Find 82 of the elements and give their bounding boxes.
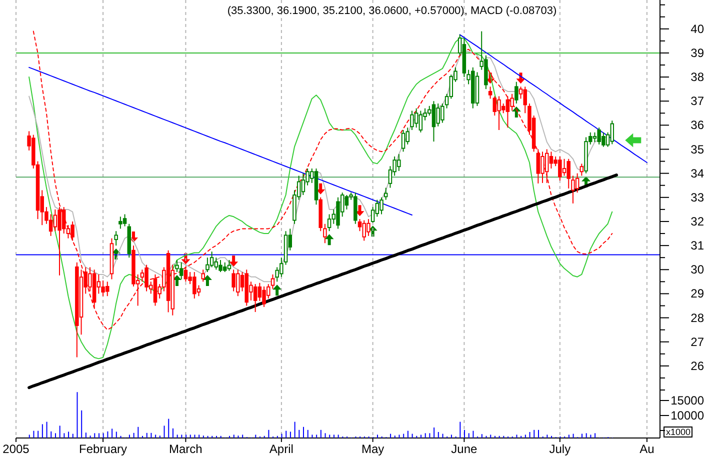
candlestick — [610, 120, 614, 145]
y-tick-label: 33 — [690, 190, 704, 204]
candlestick — [510, 93, 514, 112]
y-tick-label: 32 — [690, 214, 704, 228]
y-tick-label: 15000 — [670, 394, 704, 408]
candlestick — [210, 251, 214, 268]
y-tick-label: 10000 — [670, 408, 704, 422]
y-tick-label: 36 — [690, 118, 704, 132]
y-tick-label: 39 — [690, 46, 704, 60]
candlestick — [562, 158, 566, 176]
candlestick — [344, 194, 349, 210]
candlestick — [575, 172, 580, 194]
candlestick — [323, 223, 327, 244]
y-tick-label: 29 — [690, 286, 704, 301]
candlestick — [114, 230, 118, 246]
y-tick-label: 28 — [690, 310, 704, 325]
y-tick-label: 27 — [690, 334, 704, 349]
candlestick — [432, 100, 436, 142]
candlestick — [179, 262, 184, 280]
candlestick — [58, 206, 62, 276]
y-tick-label: 26 — [690, 358, 704, 373]
candlestick — [536, 148, 540, 184]
candlestick — [418, 110, 423, 133]
candlestick — [488, 86, 492, 100]
candlestick — [201, 269, 205, 282]
y-tick-label: 40 — [690, 22, 704, 36]
candlestick — [410, 110, 414, 130]
candlestick — [370, 206, 375, 224]
y-tick-label: 34 — [690, 166, 704, 180]
x-tick-label: 2005 — [2, 442, 30, 456]
candlestick — [384, 187, 388, 200]
y-tick-label: 30 — [690, 262, 704, 277]
candlestick — [514, 81, 518, 104]
line-series — [28, 174, 618, 390]
candlestick — [62, 206, 66, 234]
candlestick — [401, 130, 406, 152]
candlestick — [571, 175, 575, 204]
candlestick — [380, 196, 384, 215]
y-tick-label: 38 — [690, 70, 704, 84]
candlestick — [497, 96, 501, 130]
candlestick — [214, 257, 218, 270]
candlestick — [53, 208, 58, 232]
candlestick — [222, 262, 227, 273]
candlestick — [70, 220, 74, 242]
candlestick — [549, 151, 554, 170]
x-tick-label: February — [79, 442, 128, 456]
chart-title: (35.3300, 36.1900, 35.2100, 36.0600, +0.57000), MACD (-0.08703) — [227, 5, 557, 17]
candlestick — [592, 132, 597, 143]
x-tick-label: June — [451, 442, 478, 456]
candlestick — [48, 214, 53, 236]
candlestick — [540, 151, 544, 184]
y-tick-label: 31 — [690, 238, 704, 253]
x-tick-label: July — [549, 442, 571, 456]
candlestick — [227, 260, 232, 272]
y-tick-label: 35 — [690, 142, 704, 156]
candlestick — [506, 96, 510, 128]
x-tick-label: Au — [640, 442, 654, 456]
candlestick — [566, 158, 570, 189]
candlestick — [118, 216, 122, 230]
candlestick — [414, 108, 418, 128]
x-tick-label: April — [269, 442, 294, 456]
candlestick — [501, 103, 506, 114]
candlestick — [544, 148, 549, 184]
candlestick — [218, 260, 222, 273]
text: x1000 — [666, 427, 691, 437]
candlestick — [253, 284, 258, 312]
line-series — [28, 66, 412, 216]
line-series — [459, 34, 648, 163]
candlestick — [336, 196, 340, 230]
x-tick-label: March — [169, 442, 202, 456]
candlestick — [301, 172, 306, 196]
y-tick-label: 37 — [690, 94, 704, 108]
candlestick — [206, 257, 210, 273]
candlestick — [175, 260, 179, 273]
candlestick — [258, 282, 262, 302]
candlestick — [153, 274, 158, 306]
candlestick — [492, 96, 497, 116]
candlestick — [122, 214, 127, 227]
x-tick-label: May — [361, 442, 384, 456]
candlestick — [184, 266, 188, 282]
candlestick — [327, 214, 332, 232]
candlestick — [523, 86, 527, 114]
